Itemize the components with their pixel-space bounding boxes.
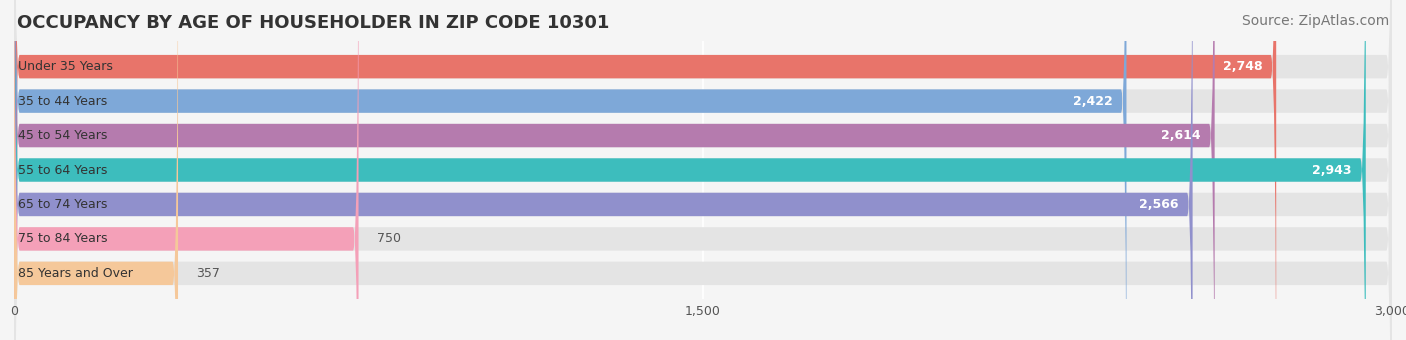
Text: Source: ZipAtlas.com: Source: ZipAtlas.com <box>1241 14 1389 28</box>
Text: 2,748: 2,748 <box>1223 60 1263 73</box>
FancyBboxPatch shape <box>14 0 359 340</box>
Text: 85 Years and Over: 85 Years and Over <box>18 267 132 280</box>
Text: 65 to 74 Years: 65 to 74 Years <box>18 198 107 211</box>
FancyBboxPatch shape <box>14 0 1365 340</box>
FancyBboxPatch shape <box>14 0 1392 340</box>
Text: Under 35 Years: Under 35 Years <box>18 60 112 73</box>
Text: 2,566: 2,566 <box>1139 198 1178 211</box>
FancyBboxPatch shape <box>14 0 1392 340</box>
FancyBboxPatch shape <box>14 0 1126 340</box>
Text: 45 to 54 Years: 45 to 54 Years <box>18 129 107 142</box>
Text: 35 to 44 Years: 35 to 44 Years <box>18 95 107 107</box>
FancyBboxPatch shape <box>14 0 1392 340</box>
FancyBboxPatch shape <box>14 0 1392 340</box>
FancyBboxPatch shape <box>14 0 1215 340</box>
Text: OCCUPANCY BY AGE OF HOUSEHOLDER IN ZIP CODE 10301: OCCUPANCY BY AGE OF HOUSEHOLDER IN ZIP C… <box>17 14 609 32</box>
Text: 2,943: 2,943 <box>1312 164 1353 176</box>
Text: 2,422: 2,422 <box>1073 95 1112 107</box>
FancyBboxPatch shape <box>14 0 1192 340</box>
FancyBboxPatch shape <box>14 0 1392 340</box>
Text: 750: 750 <box>377 233 401 245</box>
FancyBboxPatch shape <box>14 0 1277 340</box>
Text: 75 to 84 Years: 75 to 84 Years <box>18 233 107 245</box>
Text: 2,614: 2,614 <box>1161 129 1201 142</box>
FancyBboxPatch shape <box>14 0 1392 340</box>
FancyBboxPatch shape <box>14 0 1392 340</box>
Text: 55 to 64 Years: 55 to 64 Years <box>18 164 107 176</box>
FancyBboxPatch shape <box>14 0 179 340</box>
Text: 357: 357 <box>197 267 221 280</box>
